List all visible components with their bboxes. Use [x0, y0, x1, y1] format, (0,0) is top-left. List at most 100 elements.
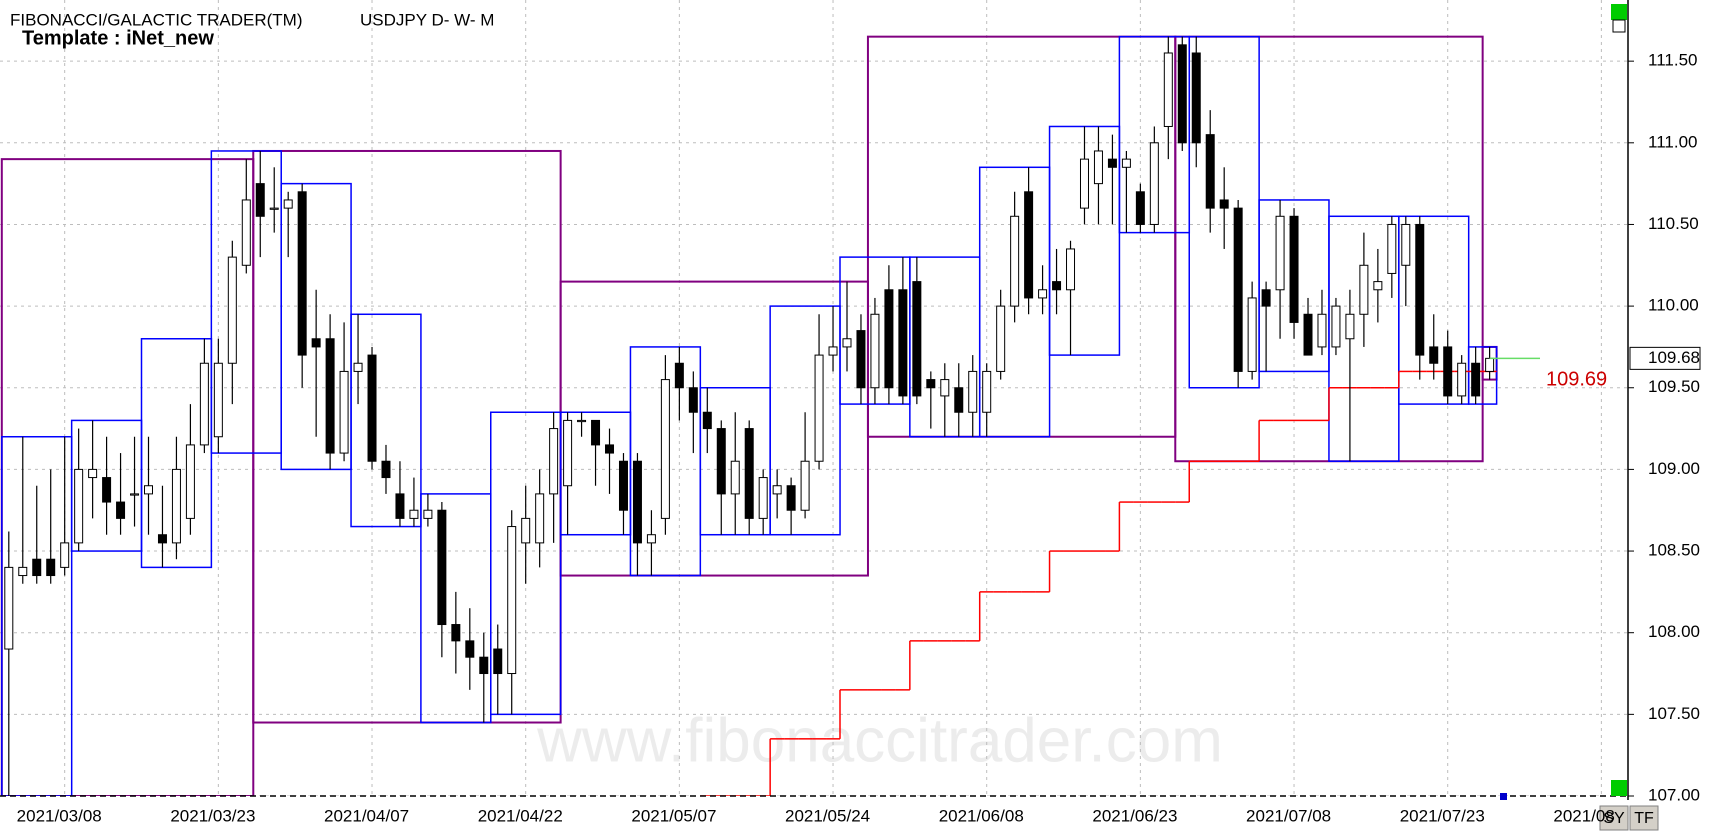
candle-body: [130, 493, 140, 496]
corner-indicator: [1611, 780, 1627, 796]
candle-body: [1331, 305, 1341, 348]
candle-body: [591, 419, 601, 446]
candle-body: [1485, 357, 1495, 372]
candle-body: [605, 444, 615, 454]
candle-body: [1024, 191, 1034, 299]
x-tick-label: 2021/05/07: [631, 806, 716, 825]
candle-body: [255, 183, 265, 217]
y-tick-label: 107.50: [1648, 704, 1700, 723]
candle-body: [954, 387, 964, 413]
candle-body: [926, 379, 936, 389]
candle-body: [1429, 346, 1439, 364]
candle-body: [1149, 142, 1159, 225]
candle-body: [409, 509, 419, 519]
candle-body: [171, 468, 181, 544]
candle-body: [241, 199, 251, 266]
weekly-box: [1, 435, 73, 796]
last-price-tag: [1629, 346, 1701, 370]
y-tick-label: 108.50: [1648, 541, 1700, 560]
candle-body: [465, 640, 475, 658]
x-tick-label: 2021/07/23: [1400, 806, 1485, 825]
candle-body: [199, 362, 209, 446]
x-tick-label: 2021/03/08: [17, 806, 102, 825]
candle-body: [32, 558, 42, 577]
candle-body: [18, 566, 28, 577]
candle-body: [4, 566, 14, 650]
candle-body: [395, 493, 405, 519]
candle-body: [1219, 199, 1229, 209]
template-label: Template : iNet_new: [22, 27, 214, 49]
candle-body: [521, 517, 531, 544]
candle-body: [1121, 158, 1131, 168]
candle-body: [213, 362, 223, 438]
y-tick-label: 110.00: [1648, 296, 1699, 315]
x-tick-label: 2021/04/22: [478, 806, 563, 825]
candle-body: [1289, 215, 1299, 323]
candle-body: [185, 444, 195, 519]
candle-body: [1191, 52, 1201, 144]
candle-body: [618, 460, 628, 511]
candle-body: [730, 460, 740, 495]
candle-body: [311, 338, 321, 348]
candle-body: [325, 338, 335, 454]
stop-price-label: 109.69: [1546, 368, 1607, 390]
candle-body: [828, 346, 838, 356]
candle-body: [451, 624, 461, 642]
candle-body: [1387, 223, 1397, 274]
candle-body: [549, 428, 559, 495]
candle-body: [1079, 158, 1089, 209]
candle-body: [912, 281, 922, 397]
candle-body: [339, 370, 349, 454]
x-tick-label: 2021/06/23: [1092, 806, 1177, 825]
candle-body: [1359, 264, 1369, 315]
candle-body: [1010, 215, 1020, 307]
candle-body: [786, 485, 796, 511]
corner-indicator: [1611, 4, 1627, 20]
watermark: www.fibonaccitrader.com: [536, 706, 1223, 775]
candle-body: [1345, 313, 1355, 340]
candle-body: [423, 509, 433, 519]
candle-body: [1163, 52, 1173, 127]
candle-body: [982, 370, 992, 413]
chart-title: FIBONACCI/GALACTIC TRADER(TM): [10, 10, 302, 29]
candle-body: [1303, 313, 1313, 356]
candle-body: [102, 477, 112, 503]
y-tick-label: 110.50: [1648, 214, 1699, 233]
candle-body: [1177, 44, 1187, 144]
corner-button[interactable]: [1612, 19, 1626, 33]
candle-body: [870, 313, 880, 389]
chart-subtitle: USDJPY D- W- M: [360, 10, 494, 29]
x-tick-label: 2021/07/08: [1246, 806, 1331, 825]
candle-body: [479, 656, 489, 675]
candle-body: [1415, 223, 1425, 356]
x-tick-label: 2021/08: [1553, 806, 1614, 825]
candle-body: [1233, 207, 1243, 372]
candle-body: [1401, 223, 1411, 266]
sy-button[interactable]: SY: [1599, 805, 1629, 831]
candle-body: [227, 256, 237, 364]
x-tick-label: 2021/04/07: [324, 806, 409, 825]
candle-body: [437, 509, 447, 626]
candle-body: [269, 207, 279, 210]
y-tick-label: 108.00: [1648, 622, 1700, 641]
candle-body: [46, 558, 56, 577]
candle-body: [1052, 281, 1062, 291]
candle-body: [1443, 346, 1453, 397]
candle-body: [884, 289, 894, 389]
tf-button[interactable]: TF: [1629, 805, 1659, 831]
candle-body: [674, 362, 684, 389]
candle-body: [800, 460, 810, 511]
candle-body: [507, 526, 517, 675]
candle-body: [814, 354, 824, 462]
candle-body: [297, 191, 307, 356]
candle-body: [1107, 158, 1117, 168]
candle-body: [1093, 150, 1103, 185]
candle-body: [116, 501, 126, 519]
y-tick-label: 111.50: [1648, 51, 1697, 70]
candle-body: [688, 387, 698, 413]
candle-body: [577, 419, 587, 423]
candle-body: [493, 648, 503, 675]
y-tick-label: 107.00: [1648, 785, 1700, 804]
x-tick-label: 2021/06/08: [939, 806, 1024, 825]
candle-body: [1261, 289, 1271, 307]
